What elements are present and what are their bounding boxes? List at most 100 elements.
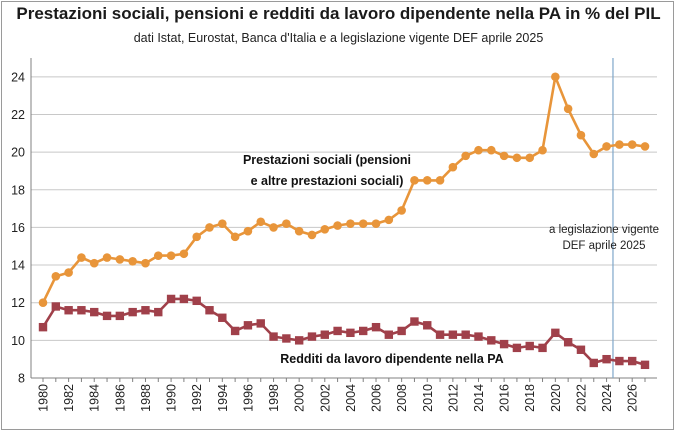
data-point-prestazioni	[192, 232, 202, 242]
data-point-redditi	[269, 332, 278, 341]
data-point-prestazioni	[294, 226, 304, 236]
data-point-redditi	[499, 339, 509, 349]
data-point-prestazioni	[307, 230, 317, 240]
data-point-prestazioni	[153, 251, 163, 260]
x-tick-label: 1988	[139, 384, 153, 412]
data-point-redditi	[576, 345, 586, 354]
data-point-prestazioni	[371, 219, 381, 228]
data-point-redditi	[627, 356, 637, 366]
data-point-redditi	[51, 302, 61, 311]
data-point-prestazioni	[166, 251, 176, 260]
data-point-redditi	[218, 313, 227, 322]
data-point-redditi	[423, 321, 432, 330]
x-tick-label: 2020	[549, 384, 563, 412]
data-point-redditi	[461, 330, 470, 339]
y-tick-label: 18	[11, 183, 25, 197]
data-point-prestazioni	[269, 223, 278, 232]
data-point-prestazioni	[38, 298, 48, 308]
x-tick-label: 1996	[241, 384, 255, 412]
x-tick-label: 1990	[165, 384, 179, 412]
x-tick-label: 2006	[370, 384, 384, 412]
forecast-annotation-line2: DEF aprile 2025	[562, 240, 645, 252]
y-tick-label: 20	[11, 146, 25, 160]
y-tick-label: 14	[11, 259, 25, 273]
data-point-prestazioni	[486, 145, 496, 155]
data-point-prestazioni	[627, 140, 637, 149]
data-point-redditi	[102, 311, 112, 321]
data-point-redditi	[230, 326, 240, 336]
data-point-redditi	[294, 336, 304, 345]
data-point-prestazioni	[615, 140, 624, 149]
data-point-redditi	[359, 326, 368, 336]
data-point-redditi	[192, 296, 201, 306]
data-point-redditi	[474, 332, 483, 341]
x-tick-label: 2026	[626, 384, 640, 412]
data-point-prestazioni	[51, 272, 61, 281]
data-point-redditi	[333, 326, 342, 336]
x-tick-label: 1998	[267, 384, 281, 412]
data-point-redditi	[435, 330, 445, 339]
x-tick-label: 1982	[62, 384, 76, 412]
forecast-annotation-line1: a legislazione vigente	[549, 224, 659, 236]
data-point-redditi	[589, 358, 598, 368]
data-point-prestazioni	[551, 72, 560, 82]
data-point-prestazioni	[499, 151, 509, 161]
x-tick-label: 2024	[600, 384, 614, 412]
data-point-redditi	[38, 322, 48, 332]
data-point-redditi	[128, 307, 137, 317]
data-point-redditi	[64, 306, 73, 315]
data-point-redditi	[512, 343, 522, 353]
data-point-prestazioni	[448, 162, 458, 172]
data-point-prestazioni	[230, 232, 240, 242]
data-point-prestazioni	[282, 219, 291, 228]
data-point-redditi	[115, 311, 125, 321]
data-point-prestazioni	[589, 149, 599, 159]
data-point-redditi	[448, 330, 458, 339]
x-tick-label: 1980	[37, 384, 51, 412]
data-point-prestazioni	[115, 255, 125, 264]
data-point-prestazioni	[602, 142, 611, 151]
x-tick-label: 2002	[318, 384, 332, 412]
x-tick-label: 1992	[190, 384, 204, 412]
data-point-redditi	[141, 306, 150, 315]
data-point-redditi	[307, 332, 317, 341]
data-point-prestazioni	[525, 153, 535, 163]
data-point-prestazioni	[538, 145, 547, 155]
x-tick-label: 2004	[344, 384, 358, 412]
y-tick-label: 10	[11, 334, 25, 348]
data-point-prestazioni	[512, 153, 522, 163]
series-label-prestazioni-line1: Prestazioni sociali (pensioni	[243, 153, 411, 167]
data-point-redditi	[90, 307, 99, 317]
data-point-prestazioni	[384, 215, 394, 225]
data-point-redditi	[551, 328, 560, 338]
series-label-prestazioni-line2: e altre prestazioni sociali)	[251, 174, 404, 188]
data-point-redditi	[205, 306, 214, 315]
data-point-redditi	[487, 336, 496, 345]
data-point-prestazioni	[397, 206, 406, 215]
data-point-prestazioni	[461, 151, 470, 161]
x-tick-label: 2000	[293, 384, 307, 412]
chart-subtitle: dati Istat, Eurostat, Banca d'Italia e a…	[133, 31, 544, 45]
data-point-prestazioni	[435, 176, 445, 185]
data-point-redditi	[640, 360, 650, 370]
data-point-prestazioni	[640, 142, 650, 151]
data-point-redditi	[602, 354, 611, 364]
data-point-redditi	[166, 294, 176, 304]
data-point-redditi	[397, 326, 406, 336]
data-point-redditi	[346, 328, 355, 338]
data-point-prestazioni	[64, 268, 73, 277]
data-point-redditi	[282, 334, 291, 343]
data-point-redditi	[563, 338, 573, 347]
x-tick-label: 1994	[216, 384, 230, 412]
data-point-prestazioni	[141, 258, 150, 268]
data-point-redditi	[410, 317, 419, 326]
y-tick-label: 24	[11, 70, 25, 84]
data-point-prestazioni	[358, 219, 368, 228]
data-point-redditi	[615, 356, 624, 366]
data-point-redditi	[538, 343, 547, 353]
y-tick-label: 16	[11, 221, 25, 235]
data-point-redditi	[154, 307, 163, 317]
y-tick-label: 12	[11, 296, 25, 310]
data-point-prestazioni	[346, 219, 355, 228]
